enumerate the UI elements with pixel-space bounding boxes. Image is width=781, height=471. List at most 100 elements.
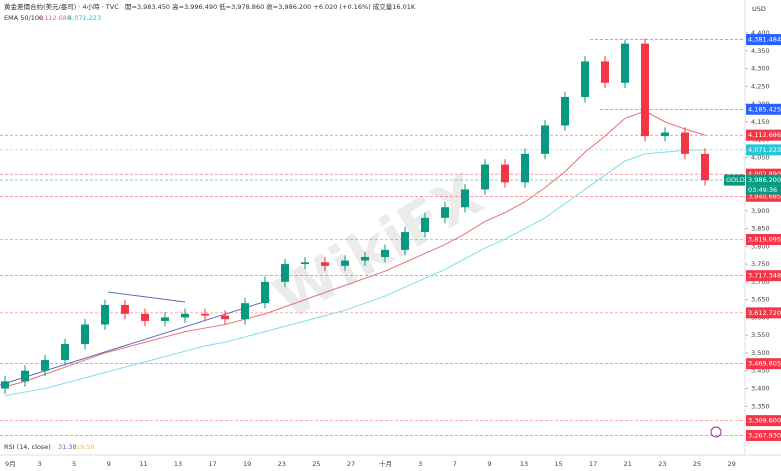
y-tick-label: 3,500 (751, 349, 770, 357)
y-tick-label: 3,900 (751, 207, 770, 215)
countdown: 03:49:36 (748, 186, 777, 194)
candle-body (421, 217, 429, 233)
ema-value: 4,071.223 (68, 14, 101, 22)
candle-body (141, 313, 149, 321)
price-label-box (746, 174, 781, 186)
candle-body (321, 262, 329, 266)
x-tick-label: 7 (453, 460, 457, 468)
x-tick-label: 25 (693, 460, 701, 468)
x-tick-label: 13 (520, 460, 528, 468)
price-label: 3,267.930 (748, 431, 781, 439)
candle-body (521, 153, 529, 183)
ema-value: 4,112.686 (38, 14, 71, 22)
price-label-box (746, 358, 781, 370)
candle-body (501, 164, 509, 183)
x-tick-label: 3 (38, 460, 42, 468)
candle-body (81, 324, 89, 345)
symbol-tag: GOLD (726, 176, 745, 184)
price-label: 3,469.805 (748, 360, 781, 368)
x-tick-label: 9月 (5, 460, 16, 468)
x-tick-label: 27 (347, 460, 355, 468)
candle-body (441, 207, 449, 218)
candle-body (661, 132, 669, 137)
rsi-label: RSI (14, close) (4, 443, 51, 451)
x-tick-label: 9 (487, 460, 491, 468)
y-tick-label: 3,750 (751, 260, 770, 268)
price-label: 3,309.600 (748, 417, 781, 425)
candle-body (261, 281, 269, 304)
price-label-box (746, 270, 781, 282)
y-tick-label: 4,050 (751, 153, 770, 161)
candle-body (541, 125, 549, 154)
candle-body (1, 381, 9, 389)
price-label-box (746, 415, 781, 427)
price-label: 3,940.685 (748, 192, 781, 200)
x-tick-label: 3 (418, 460, 422, 468)
candle-body (101, 304, 109, 325)
candle-body (641, 43, 649, 137)
x-tick-label: 19 (243, 460, 251, 468)
y-tick-label: 3,550 (751, 331, 770, 339)
y-tick-label: 4,400 (751, 29, 770, 37)
x-tick-label: 23 (278, 460, 286, 468)
x-tick-label: 29 (727, 460, 735, 468)
candle-body (401, 232, 409, 250)
y-tick-label: 3,350 (751, 402, 770, 410)
y-tick-label: 4,300 (751, 65, 770, 73)
x-tick-label: 21 (624, 460, 632, 468)
price-label: 4,185.425 (748, 105, 781, 113)
price-label: 4,381.484 (748, 36, 781, 44)
x-tick-label: 25 (312, 460, 320, 468)
candle-body (121, 304, 129, 314)
x-tick-label: 23 (658, 460, 666, 468)
candle-body (561, 96, 569, 126)
price-label: 3,819.095 (748, 236, 781, 244)
candle-body (341, 260, 349, 266)
candle-body (481, 164, 489, 190)
x-tick-label: 5 (72, 460, 76, 468)
y-tick-label: 4,350 (751, 47, 770, 55)
price-label: 3,612.720 (748, 309, 781, 317)
candle-body (381, 249, 389, 257)
candle-body (681, 132, 689, 154)
x-tick-label: 13 (174, 460, 182, 468)
alert-icon[interactable] (710, 426, 722, 438)
candle-body (701, 153, 709, 181)
ema-label: EMA 50/100 (4, 14, 43, 22)
x-tick-label: 11 (139, 460, 147, 468)
ema-line (4, 110, 706, 388)
countdown-box (746, 185, 781, 195)
price-label-box (746, 190, 781, 202)
x-tick-label: 17 (589, 460, 597, 468)
price-label-box (746, 429, 781, 441)
rsi-value: 19.59 (76, 443, 95, 451)
candle-body (241, 303, 249, 320)
price-label-box (746, 168, 781, 180)
x-tick-label: 15 (554, 460, 562, 468)
y-tick-label: 3,700 (751, 278, 770, 286)
candle-body (361, 256, 369, 261)
candle-body (461, 189, 469, 208)
candle-body (581, 61, 589, 97)
candle-body (161, 317, 169, 321)
candle-body (201, 313, 209, 316)
candle-body (21, 370, 29, 382)
price-label: 4,071.223 (748, 146, 781, 154)
candle-body (61, 344, 69, 361)
price-label: 4,112.686 (748, 131, 781, 139)
price-label-box (746, 144, 781, 156)
currency: USD (752, 5, 766, 13)
y-tick-label: 4,250 (751, 82, 770, 90)
candle-body (181, 313, 189, 318)
symbol-tag-box (724, 174, 745, 186)
candle-body (601, 61, 609, 83)
x-tick-label: 十月 (379, 459, 392, 468)
y-tick-label: 3,450 (751, 367, 770, 375)
price-label-box (746, 129, 781, 141)
price-label: 3,717.348 (748, 272, 781, 280)
candle-body (41, 360, 49, 371)
y-tick-label: 3,850 (751, 225, 770, 233)
price-label-box (746, 34, 781, 46)
